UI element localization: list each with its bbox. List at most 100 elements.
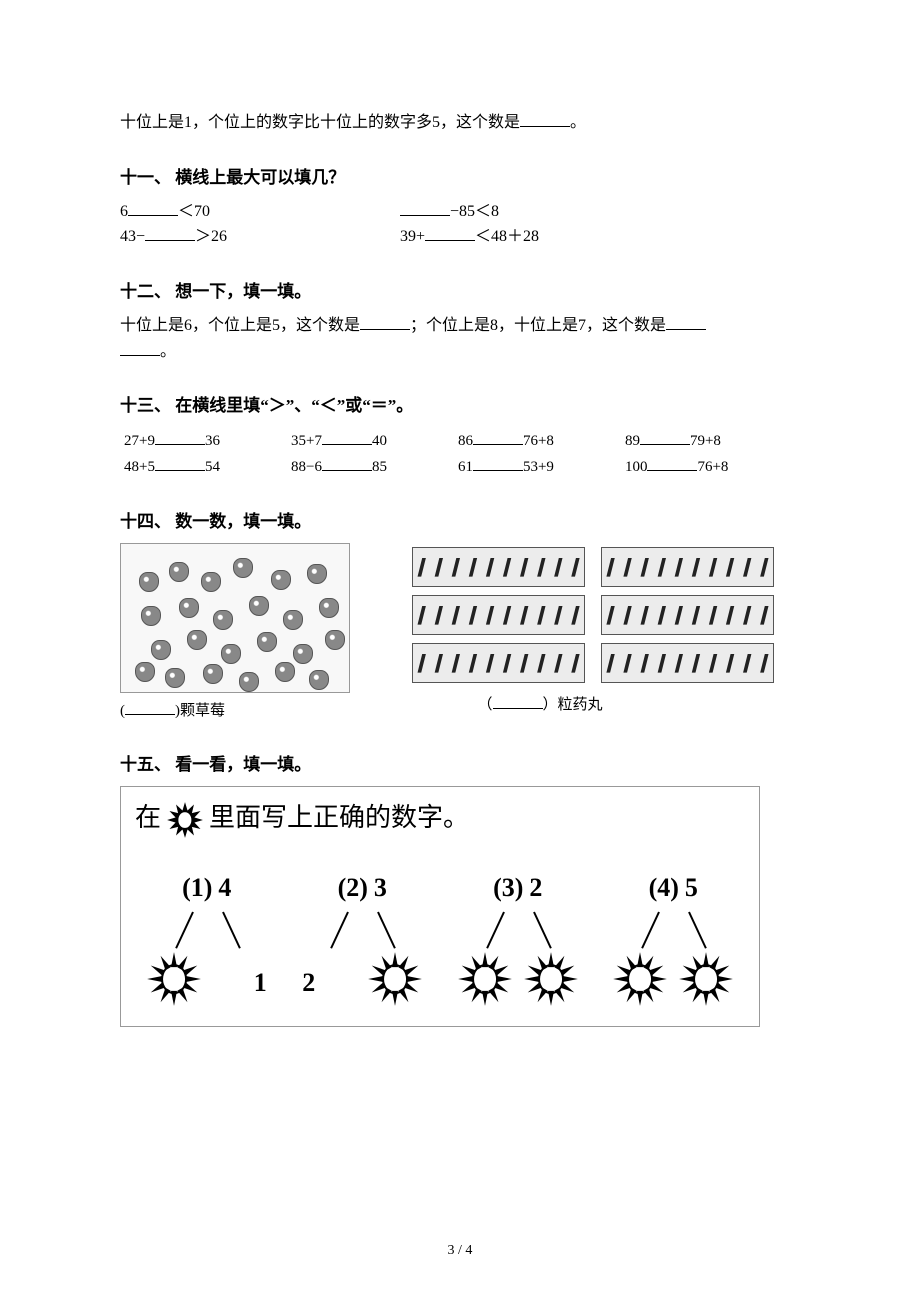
s13-lhs: 61 xyxy=(458,459,473,475)
s15-items: (1)41(2)32(3)2(4)5 xyxy=(129,867,751,1003)
strawberry-icon xyxy=(249,596,269,616)
s13-cell: 6153+9 xyxy=(454,454,621,480)
section-11-title: 十一、 横线上最大可以填几？ xyxy=(120,164,800,191)
strawberry-icon xyxy=(309,670,329,690)
strawberry-icon xyxy=(275,662,295,682)
pill-image: ❙❙❙❙❙❙❙❙❙❙❙❙❙❙❙❙❙❙❙❙❙❙❙❙❙❙❙❙❙❙❙❙❙❙❙❙❙❙❙❙… xyxy=(410,543,670,687)
s15-idx: (3) xyxy=(493,867,523,909)
s13-blank[interactable] xyxy=(155,456,205,471)
section-13-title: 十三、 在横线里填“＞”、“＜”或“＝”。 xyxy=(120,392,800,419)
s13-rhs: 85 xyxy=(372,459,387,475)
intro-prefix: 十位上是1，个位上的数字比十位上的数字多5，这个数是 xyxy=(120,114,520,131)
s14-cap2-blank[interactable] xyxy=(493,694,543,709)
strawberry-icon xyxy=(271,570,291,590)
s12-p3: 。 xyxy=(160,343,176,360)
strawberry-icon xyxy=(203,664,223,684)
pill-cell: ❙❙❙❙❙❙❙❙❙❙ xyxy=(601,643,774,683)
s11-blank-1[interactable] xyxy=(128,200,178,216)
s12-blank-1[interactable] xyxy=(360,314,410,330)
digit: 1 xyxy=(254,968,267,997)
s15-given-digit: 1 xyxy=(254,962,267,1004)
pill-cell: ❙❙❙❙❙❙❙❙❙❙ xyxy=(601,595,774,635)
intro-blank[interactable] xyxy=(520,111,570,127)
s13-rhs: 76+8 xyxy=(523,433,554,449)
s15-item: (1)4 1 xyxy=(137,867,277,1003)
s13-cell: 88−685 xyxy=(287,454,454,480)
s12-blank-2a[interactable] xyxy=(666,314,706,330)
sun-icon xyxy=(147,952,201,1006)
sun-icon xyxy=(167,797,203,839)
s11-r2c2-a: 39+ xyxy=(400,228,425,245)
s11-blank-4[interactable] xyxy=(425,225,475,241)
table-row: 48+55488−6856153+910076+8 xyxy=(120,454,800,480)
strawberry-icon xyxy=(233,558,253,578)
strawberry-icon xyxy=(221,644,241,664)
s13-rhs: 54 xyxy=(205,459,220,475)
strawberry-icon xyxy=(257,632,277,652)
s15-idx: (1) xyxy=(182,867,212,909)
s13-rhs: 40 xyxy=(372,433,387,449)
sun-icon xyxy=(368,952,422,1006)
s15-top: 5 xyxy=(685,867,698,909)
s15-answer-sun[interactable] xyxy=(368,952,422,1006)
s15-box: 在 里面写上正确的数字。 (1)41(2)32(3)2(4)5 xyxy=(120,786,760,1027)
s13-cell: 10076+8 xyxy=(621,454,800,480)
s14-cap1-blank[interactable] xyxy=(125,700,175,715)
s11-blank-2[interactable] xyxy=(400,200,450,216)
s13-rhs: 79+8 xyxy=(690,433,721,449)
s13-lhs: 89 xyxy=(625,433,640,449)
s13-blank[interactable] xyxy=(322,430,372,445)
sun-icon xyxy=(524,952,578,1006)
s15-top: 4 xyxy=(218,867,231,909)
s12-blank-2b[interactable] xyxy=(120,340,160,356)
strawberry-icon xyxy=(165,668,185,688)
strawberry-icon xyxy=(213,610,233,630)
s13-blank[interactable] xyxy=(473,430,523,445)
s13-blank[interactable] xyxy=(322,456,372,471)
s13-blank[interactable] xyxy=(647,456,697,471)
s13-blank[interactable] xyxy=(640,430,690,445)
s13-lhs: 35+7 xyxy=(291,433,322,449)
section-14-title: 十四、 数一数，填一填。 xyxy=(120,508,800,535)
s13-lhs: 86 xyxy=(458,433,473,449)
sun-icon xyxy=(458,952,512,1006)
s15-split: 1 xyxy=(137,912,277,1002)
s15-answer-sun[interactable] xyxy=(679,952,733,1006)
s15-answer-sun[interactable] xyxy=(458,952,512,1006)
strawberry-icon xyxy=(187,630,207,650)
s11-row2: 43−＞26 39+＜48＋28 xyxy=(120,224,800,250)
sun-icon xyxy=(613,952,667,1006)
section-12-title: 十二、 想一下，填一填。 xyxy=(120,278,800,305)
strawberry-icon xyxy=(319,598,339,618)
s11-blank-3[interactable] xyxy=(145,225,195,241)
s12-body: 十位上是6，个位上是5，这个数是；个位上是8，十位上是7，这个数是。 xyxy=(120,313,800,364)
s13-cell: 35+7 40 xyxy=(287,428,454,454)
s13-cell: 48+554 xyxy=(120,454,287,480)
s13-rhs: 36 xyxy=(205,433,220,449)
strawberry-icon xyxy=(139,572,159,592)
s15-answer-sun[interactable] xyxy=(524,952,578,1006)
s13-rhs: 76+8 xyxy=(697,459,728,475)
pill-cell: ❙❙❙❙❙❙❙❙❙❙ xyxy=(412,643,585,683)
s15-split xyxy=(603,912,743,1002)
s13-cell: 89 79+8 xyxy=(621,428,800,454)
s11-r2c1: 43−＞26 xyxy=(120,224,400,250)
strawberry-icon xyxy=(239,672,259,692)
pill-cell: ❙❙❙❙❙❙❙❙❙❙ xyxy=(601,547,774,587)
intro-suffix: 。 xyxy=(570,114,586,131)
s11-r1c1: 6 ＜70 xyxy=(120,199,400,225)
pill-cell: ❙❙❙❙❙❙❙❙❙❙ xyxy=(412,595,585,635)
s15-idx: (2) xyxy=(338,867,368,909)
page-footer: 3 / 4 xyxy=(0,1240,920,1262)
pill-cell: ❙❙❙❙❙❙❙❙❙❙ xyxy=(412,547,585,587)
s15-answer-sun[interactable] xyxy=(147,952,201,1006)
s11-r1c1-a: 6 xyxy=(120,203,128,220)
table-row: 27+93635+7408676+88979+8 xyxy=(120,428,800,454)
s15-answer-sun[interactable] xyxy=(613,952,667,1006)
s15-split: 2 xyxy=(292,912,432,1002)
s11-r1c1-b: ＜70 xyxy=(178,203,210,220)
s15-top: 3 xyxy=(374,867,387,909)
s13-blank[interactable] xyxy=(473,456,523,471)
s13-blank[interactable] xyxy=(155,430,205,445)
s12-p2: ；个位上是8，十位上是7，这个数是 xyxy=(410,317,666,334)
